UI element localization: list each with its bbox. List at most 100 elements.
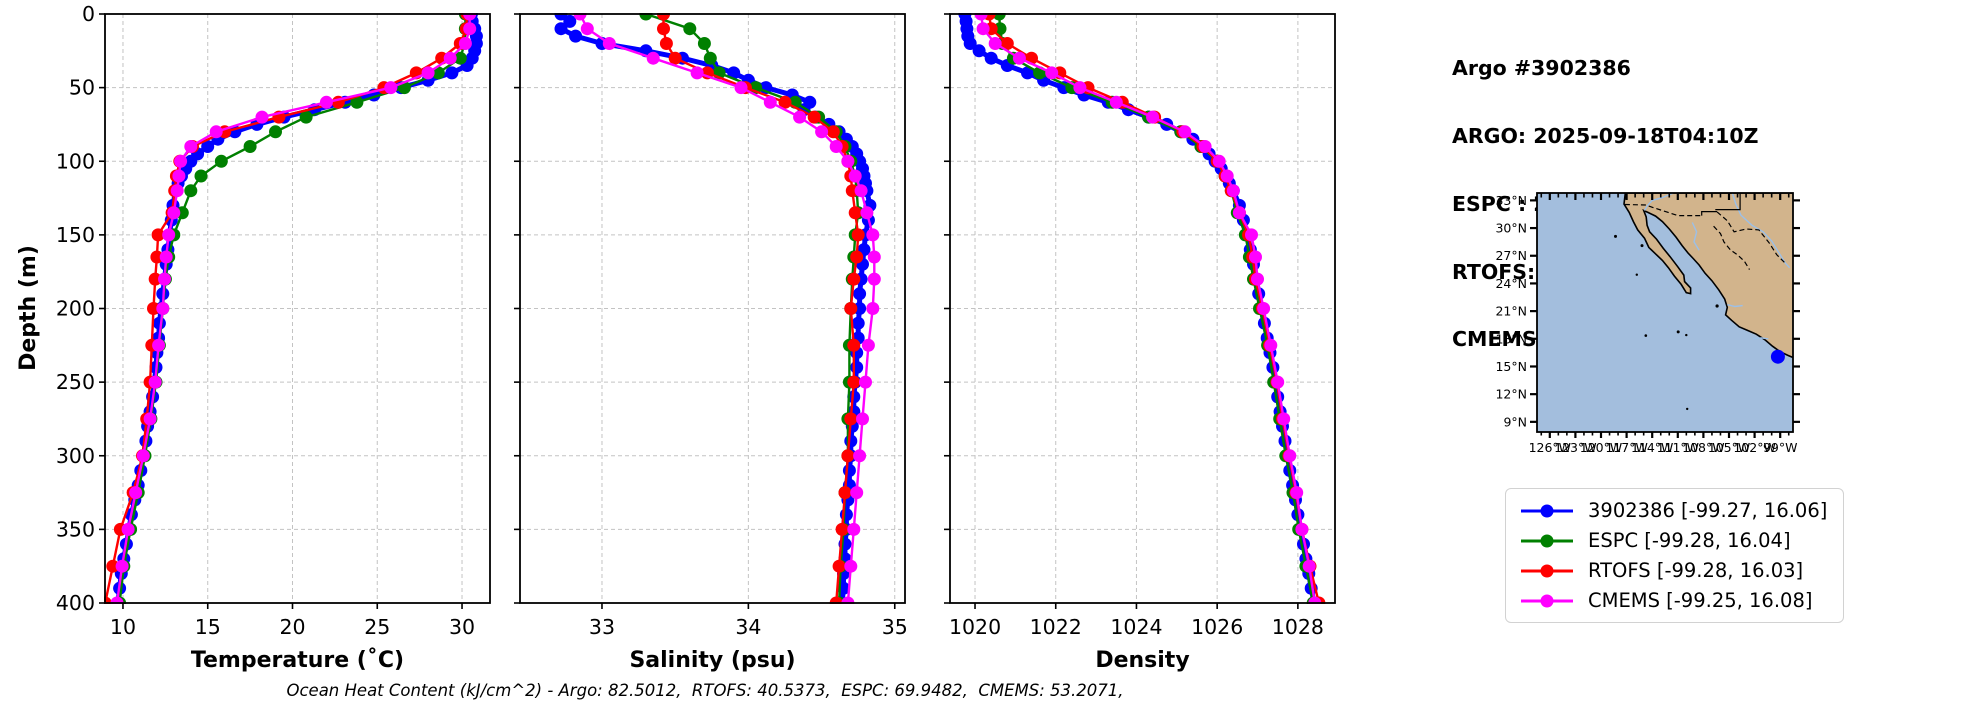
legend-label: ESPC [-99.28, 16.04] — [1588, 529, 1791, 552]
map-lat-label: 18°N — [1495, 331, 1527, 346]
temperature-profile-plot: 10 15 20 25 30050100150200250300350400Temper… — [56, 2, 491, 673]
map-lon-label: 105°W — [1708, 440, 1750, 455]
map-lat-label: 21°N — [1495, 304, 1527, 319]
svg-text:1028: 1028 — [1272, 615, 1324, 639]
island-dot — [1686, 407, 1689, 411]
map-lat-label: 27°N — [1495, 248, 1527, 263]
legend-item-cmems: CMEMS [-99.25, 16.08] — [1518, 586, 1827, 615]
svg-text:30: 30 — [449, 615, 475, 639]
land-coastline — [1623, 193, 1793, 359]
legend-line-marker-icon — [1521, 594, 1573, 607]
island-dot — [1614, 234, 1617, 238]
svg-text:200: 200 — [56, 297, 95, 321]
map-axes: 33°N 30°N 27°N 24°N 21°N 18°N 15°N 12°N 9°N126°W… — [1495, 193, 1800, 455]
svg-text:1026: 1026 — [1191, 615, 1243, 639]
svg-text:35: 35 — [882, 615, 908, 639]
legend: 3902386 [-99.27, 16.06] ESPC [-99.28, 16.… — [1505, 488, 1845, 623]
legend-line-marker-icon — [1521, 564, 1573, 577]
density-x-axis: 1020 1022 1024 1026 1028 — [949, 603, 1324, 639]
river-line — [1752, 337, 1769, 340]
temperature-gridlines — [105, 14, 490, 603]
border-line — [1701, 210, 1718, 216]
salinity-gridlines — [520, 14, 905, 603]
svg-text:33: 33 — [589, 615, 615, 639]
salinity-y-axis — [514, 13, 520, 604]
border-line — [1715, 193, 1741, 211]
island-dot — [1715, 304, 1719, 308]
legend-label: CMEMS [-99.25, 16.08] — [1588, 589, 1813, 612]
map-lat-label: 30°N — [1495, 221, 1527, 236]
map-lat-label: 33°N — [1495, 193, 1527, 208]
float-title: Argo #3902386 — [1452, 56, 1631, 81]
svg-text:1024: 1024 — [1110, 615, 1162, 639]
svg-text:25: 25 — [364, 615, 390, 639]
ohc-footer: Ocean Heat Content (kJ/cm^2) - Argo: 82.… — [286, 681, 1124, 700]
legend-item-rtofs: RTOFS [-99.28, 16.03] — [1518, 556, 1827, 585]
salinity-axis-title: Salinity (psu) — [629, 648, 795, 673]
island-dot — [1635, 273, 1638, 276]
island-dot — [1676, 330, 1680, 334]
map-lat-label: 12°N — [1495, 387, 1527, 402]
map-lat-label: 15°N — [1495, 359, 1527, 374]
map-lon-label: 114°W — [1631, 440, 1673, 455]
river-line — [1691, 222, 1700, 251]
legend-item-3902386: 3902386 [-99.27, 16.06] — [1518, 496, 1827, 525]
svg-text:1020: 1020 — [949, 615, 1001, 639]
svg-text:1022: 1022 — [1030, 615, 1082, 639]
salinity-series-cmems — [573, 13, 881, 604]
svg-text:100: 100 — [56, 149, 95, 173]
map-lon-label: 99°W — [1763, 440, 1798, 455]
svg-text:15: 15 — [195, 615, 221, 639]
map-lon-label: 123°W — [1554, 440, 1596, 455]
legend-label: 3902386 [-99.27, 16.06] — [1588, 499, 1828, 522]
island-dot — [1685, 333, 1688, 337]
float-position-marker — [1770, 349, 1785, 364]
temperature-x-axis: 10 15 20 25 30 — [110, 603, 475, 639]
legend-line-marker-icon — [1521, 534, 1573, 547]
map-lon-label: 126°W — [1529, 440, 1571, 455]
density-series-area — [958, 13, 1326, 604]
density-gridlines — [950, 14, 1335, 603]
svg-text:350: 350 — [56, 517, 95, 541]
svg-text:150: 150 — [56, 223, 95, 247]
svg-text:250: 250 — [56, 370, 95, 394]
temperature-y-axis: 0 50 100 150 200 250 300 350 400 — [56, 2, 105, 615]
temperature-series-cmems — [110, 13, 477, 604]
map-lon-label: 117°W — [1605, 440, 1647, 455]
border-dashed-line — [1713, 225, 1751, 270]
map-lat-label: 24°N — [1495, 276, 1527, 291]
density-series-cmems — [974, 13, 1322, 604]
river-line — [1727, 304, 1743, 308]
svg-text:20: 20 — [279, 615, 305, 639]
temperature-series-rtofs — [104, 13, 474, 604]
svg-text:50: 50 — [69, 76, 95, 100]
border-dashed-line — [1624, 203, 1702, 217]
legend-label: RTOFS [-99.28, 16.03] — [1588, 559, 1804, 582]
svg-text:300: 300 — [56, 444, 95, 468]
map-frame — [1536, 192, 1794, 433]
legend-line-marker-icon — [1521, 504, 1573, 517]
svg-text:34: 34 — [735, 615, 761, 639]
density-y-axis — [944, 13, 950, 604]
map-lon-label: 108°W — [1682, 440, 1724, 455]
density-profile-plot: 1020 1022 1024 1026 1028 Density — [944, 13, 1336, 673]
depth-axis-label: Depth (m) — [16, 245, 41, 371]
legend-item-espc: ESPC [-99.28, 16.04] — [1518, 526, 1827, 555]
temperature-axis-title: Temperature (˚C) — [191, 648, 404, 673]
map-lon-label: 120°W — [1580, 440, 1622, 455]
density-axis-title: Density — [1095, 648, 1189, 673]
salinity-x-axis: 33 34 35 — [589, 603, 908, 639]
island-dot — [1640, 244, 1644, 248]
map-geography — [1537, 193, 1793, 432]
river-line — [1643, 193, 1674, 211]
river-line — [1731, 193, 1791, 269]
svg-text:400: 400 — [56, 591, 95, 615]
svg-text:10: 10 — [110, 615, 136, 639]
map-lon-label: 102°W — [1733, 440, 1775, 455]
island-dot — [1644, 334, 1648, 337]
argo-timestamp: ARGO: 2025-09-18T04:10Z — [1452, 123, 1759, 148]
map-lat-label: 9°N — [1503, 414, 1527, 429]
location-map: 33°N 30°N 27°N 24°N 21°N 18°N 15°N 12°N 9°N126°W… — [1495, 192, 1800, 455]
map-lon-label: 111°W — [1657, 440, 1699, 455]
